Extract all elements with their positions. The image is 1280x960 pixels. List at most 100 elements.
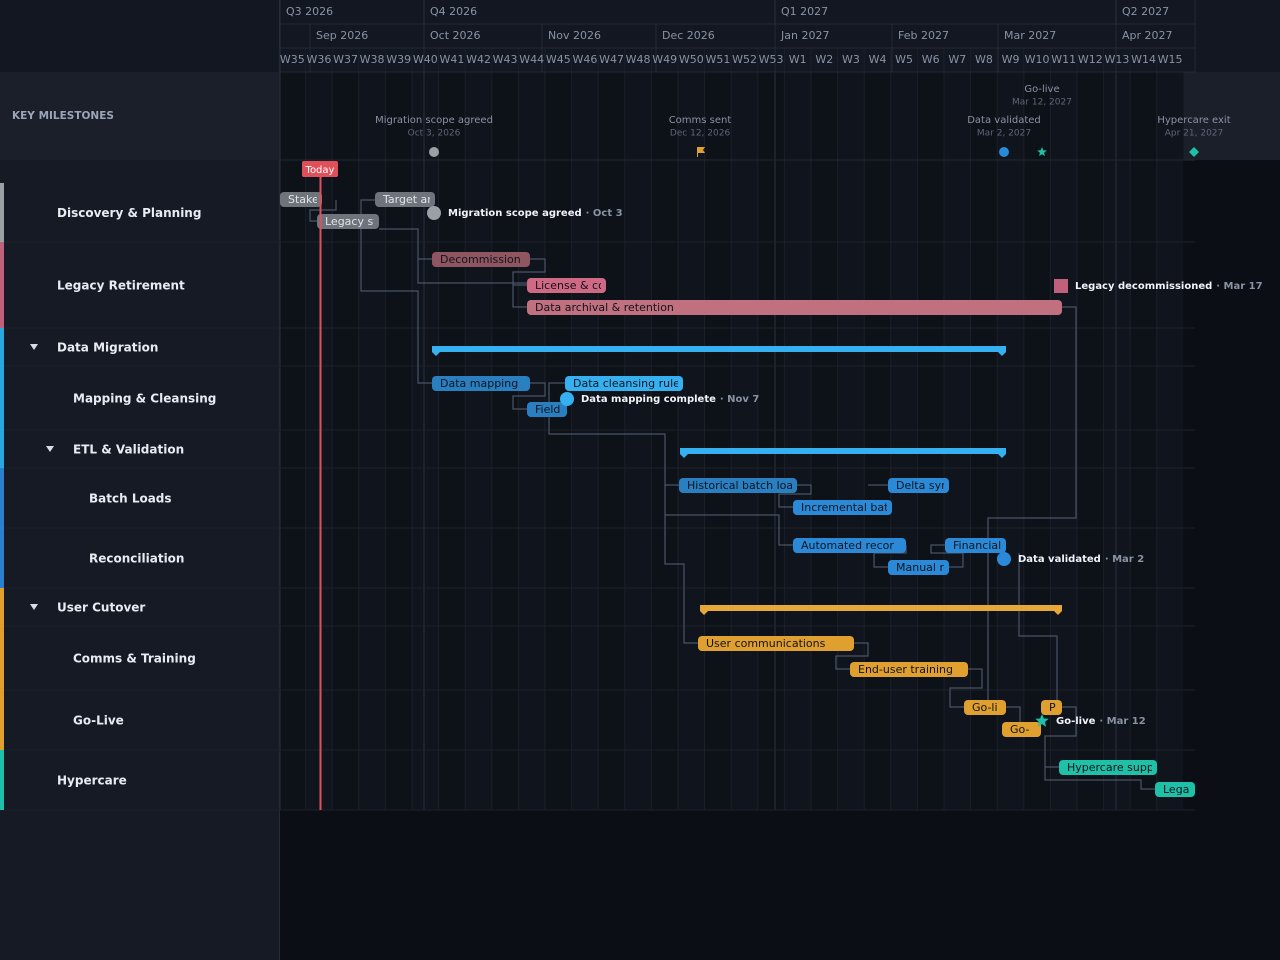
week-column (837, 72, 865, 810)
milestone-text: Go-live · Mar 12 (1056, 716, 1146, 727)
task-bar[interactable] (793, 538, 906, 553)
milestone-date: · Mar 17 (1216, 281, 1262, 292)
row-strip (0, 242, 4, 328)
task-label: Decommission p (440, 253, 531, 266)
week-column (704, 72, 732, 810)
task-label: Legac (1163, 783, 1195, 796)
task-bar[interactable] (888, 560, 949, 575)
task-bar[interactable] (432, 376, 530, 391)
row-strip (0, 183, 4, 242)
task-bar[interactable] (527, 402, 567, 417)
week-column (279, 72, 306, 810)
task-label: User communications (706, 637, 826, 650)
task-bar[interactable] (793, 500, 892, 515)
week-label: W6 (922, 53, 940, 66)
week-label: W40 (413, 53, 438, 66)
week-label: W5 (895, 53, 913, 66)
task-bar[interactable] (1155, 782, 1195, 797)
collapse-toggle[interactable] (30, 604, 38, 610)
task-bar[interactable] (1002, 722, 1041, 737)
task-bar[interactable] (945, 538, 1006, 553)
task-bar[interactable] (375, 192, 435, 207)
week-column (465, 72, 492, 810)
task-bar[interactable] (527, 278, 606, 293)
month-label: Mar 2027 (1004, 29, 1056, 42)
milestone-text: Migration scope agreed · Oct 3 (448, 208, 623, 219)
collapse-toggle[interactable] (46, 446, 54, 452)
dependency (512, 258, 546, 286)
week-label: W4 (869, 53, 887, 66)
week-column (864, 72, 891, 810)
milestone-marker (429, 147, 439, 157)
summary-bar (700, 605, 1062, 615)
task-bar[interactable] (850, 662, 968, 677)
week-column (1023, 72, 1051, 810)
dependency (1044, 767, 1155, 790)
collapse-toggle[interactable] (30, 344, 38, 350)
header (0, 0, 1280, 72)
week-label: W42 (466, 53, 491, 66)
week-column (571, 72, 599, 810)
milestone-label: Migration scope agreed (375, 115, 493, 126)
milestone-marker (997, 552, 1011, 566)
week-column (731, 72, 758, 810)
dependency (987, 306, 1077, 707)
week-label: W10 (1025, 53, 1050, 66)
task-bar[interactable] (317, 214, 379, 229)
week-column (385, 72, 412, 810)
today-label: Today (305, 165, 335, 176)
milestone-marker (999, 147, 1009, 157)
milestone-label: Data validated (967, 115, 1041, 126)
dependency (309, 200, 337, 222)
quarter-label: Q2 2027 (1122, 5, 1169, 18)
task-bar[interactable] (964, 700, 1006, 715)
row-strip (0, 528, 4, 588)
week-column (811, 72, 838, 810)
week-column (1077, 72, 1104, 810)
week-label: W13 (1104, 53, 1129, 66)
week-label: W53 (759, 53, 784, 66)
dependency (360, 229, 432, 384)
task-label: End-user training (858, 663, 953, 676)
task-label: Field (535, 403, 560, 416)
dependency (379, 228, 432, 260)
milestone-text: Data validated · Mar 2 (1018, 554, 1144, 565)
week-label: W44 (519, 53, 544, 66)
week-column (332, 72, 359, 810)
week-label: W11 (1051, 53, 1076, 66)
milestone-name: Go-live (1056, 716, 1096, 727)
task-label: Stake (288, 193, 319, 206)
task-bar[interactable] (527, 300, 1062, 315)
week-column (678, 72, 705, 810)
quarter-label: Q4 2026 (430, 5, 477, 18)
week-label: W46 (572, 53, 597, 66)
week-label: W48 (626, 53, 651, 66)
task-bar[interactable] (1041, 700, 1062, 715)
task-bar[interactable] (698, 636, 854, 651)
week-column (917, 72, 944, 810)
task-bar[interactable] (280, 192, 322, 207)
milestone-marker (427, 206, 441, 220)
row-label: Go-Live (73, 714, 124, 728)
dependency (930, 544, 964, 568)
row-strip (0, 366, 4, 430)
dependency (949, 668, 983, 708)
task-label: Data cleansing rules (573, 377, 686, 390)
milestone-date: Oct 3, 2026 (408, 129, 461, 139)
task-label: License & coi (535, 279, 608, 292)
week-label: W1 (789, 53, 807, 66)
month-label: Apr 2027 (1122, 29, 1173, 42)
task-bar[interactable] (432, 252, 530, 267)
task-bar[interactable] (565, 376, 683, 391)
dependency (512, 285, 527, 308)
week-column (598, 72, 625, 810)
task-label: P (1049, 701, 1056, 714)
week-column (545, 72, 572, 810)
week-column (491, 72, 519, 810)
task-bar[interactable] (679, 478, 797, 493)
task-label: Financial (953, 539, 1001, 552)
task-bar[interactable] (1059, 760, 1157, 775)
milestone-date: · Mar 2 (1105, 554, 1144, 565)
task-bar[interactable] (888, 478, 949, 493)
task-label: Delta syn (896, 479, 948, 492)
